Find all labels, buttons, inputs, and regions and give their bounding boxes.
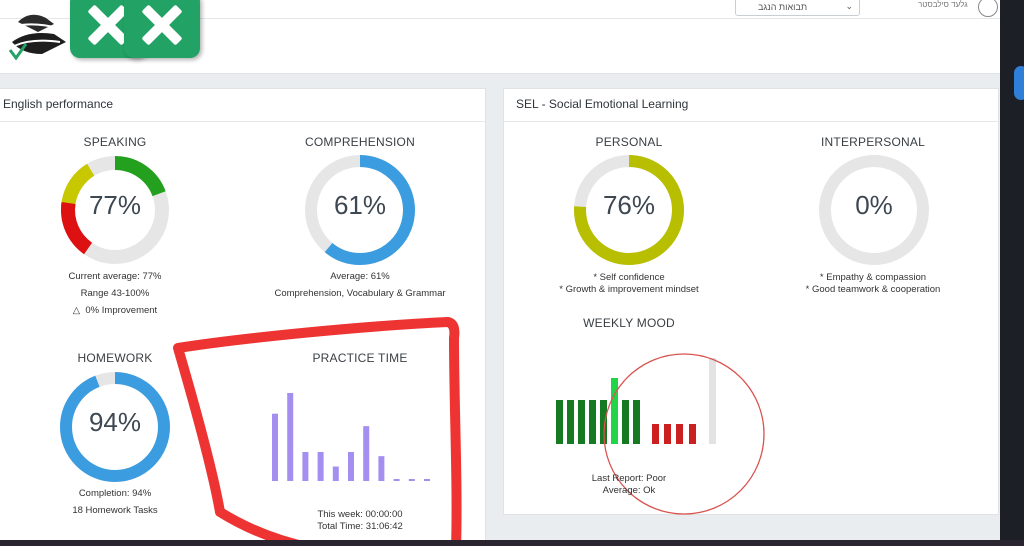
homework-title: HOMEWORK [77,351,153,365]
mood-bar [622,400,629,444]
practice-bar [348,452,354,481]
practice-this-week: This week: 00:00:00 [317,509,403,520]
speaking-improvement: △ 0% Improvement [72,305,158,316]
interpersonal-value: 0% [855,190,893,220]
personal-donut: 76% [573,154,685,266]
mood-bar [600,400,607,444]
personal-caption: * Self confidence * Growth & improvement… [529,272,729,296]
mood-bar-poor [652,424,659,444]
homework-ring [60,372,170,482]
sel-card: SEL - Social Emotional Learning [503,88,999,515]
comprehension-average: Average: 61% [330,271,390,282]
weekly-mood-chart [556,353,765,515]
english-performance-title: English performance [3,97,114,111]
chevron-down-icon: ⌄ [845,1,853,11]
practice-bar [424,479,430,481]
personal-trait-1: * Self confidence [593,272,665,283]
background-window-edge [1000,0,1024,546]
speaking-caption: Current average: 77% Range 43-100% △ 0% … [40,268,190,319]
user-avatar[interactable] [978,0,998,17]
homework-donut: 94% [59,371,171,483]
weekly-mood-caption: Last Report: Poor Average: Ok [560,473,698,497]
mood-bar-poor [689,424,696,444]
practice-bar [302,452,309,481]
bottom-taskbar [0,540,1024,546]
practice-bar [332,466,339,481]
mood-bar [633,400,640,444]
practice-bar [408,479,415,481]
practice-bar [363,426,370,481]
comprehension-donut: 61% [304,154,416,266]
practice-caption: This week: 00:00:00 Total Time: 31:06:42 [290,509,430,533]
sel-title: SEL - Social Emotional Learning [516,97,689,111]
top-bar-divider [0,18,1000,19]
interpersonal-title: INTERPERSONAL [821,135,925,149]
mood-bar [556,400,563,444]
practice-bar [393,479,400,481]
mood-bar-empty [709,358,716,444]
interpersonal-donut: 0% [818,154,930,266]
red-circle-annotation [603,353,765,515]
interpersonal-trait-2: * Good teamwork & cooperation [805,284,941,295]
weekly-mood-title: WEEKLY MOOD [583,316,675,330]
comprehension-caption: Average: 61% Comprehension, Vocabulary &… [240,268,480,302]
interpersonal-trait-1: * Empathy & compassion [819,272,927,283]
practice-bar [272,413,278,481]
practice-bar [287,393,294,481]
interpersonal-ring [819,155,929,265]
mood-average: Average: Ok [602,485,656,496]
mood-bar [578,400,585,444]
mood-bar-poor [676,424,683,444]
app-logo [8,8,78,62]
side-widget [1014,66,1024,100]
personal-trait-2: * Growth & improvement mindset [559,284,699,295]
practice-time-chart [272,393,430,481]
homework-caption: Completion: 94% 18 Homework Tasks [40,485,190,519]
comprehension-title: COMPREHENSION [305,135,415,149]
practice-time-title: PRACTICE TIME [312,351,408,365]
speaking-range: Range 43-100% [80,288,150,299]
triangle-icon: △ [72,305,81,316]
mood-bar [589,400,596,444]
homework-value: 94% [88,407,142,437]
logo-drawing [8,14,66,61]
practice-bar [378,456,385,481]
mood-last-report: Last Report: Poor [591,473,667,484]
school-select-value: תבואות הנגב [758,2,808,12]
personal-value: 76% [602,190,656,220]
practice-bar [317,452,324,481]
mood-bar [567,400,574,444]
comprehension-ring [305,155,415,265]
close-icon-duplicate[interactable] [124,0,200,58]
card-divider [0,121,485,122]
mood-bar-poor [664,424,671,444]
user-name: גלעד סילבסטר [918,0,968,9]
card-divider [504,121,998,122]
speaking-donut: 77% [59,154,171,266]
school-select[interactable]: תבואות הנגב ⌄ [735,0,860,16]
personal-title: PERSONAL [595,135,663,149]
speaking-value: 77% [88,190,142,220]
interpersonal-caption: * Empathy & compassion * Good teamwork &… [773,272,973,296]
comprehension-value: 61% [333,190,387,220]
comprehension-description: Comprehension, Vocabulary & Grammar [274,288,446,299]
homework-tasks: 18 Homework Tasks [72,505,158,516]
speaking-title: SPEAKING [83,135,147,149]
speaking-average: Current average: 77% [68,271,162,282]
personal-ring [574,155,684,265]
mood-bar-highlight [611,378,618,444]
practice-total-time: Total Time: 31:06:42 [317,521,403,532]
homework-completion: Completion: 94% [78,488,152,499]
